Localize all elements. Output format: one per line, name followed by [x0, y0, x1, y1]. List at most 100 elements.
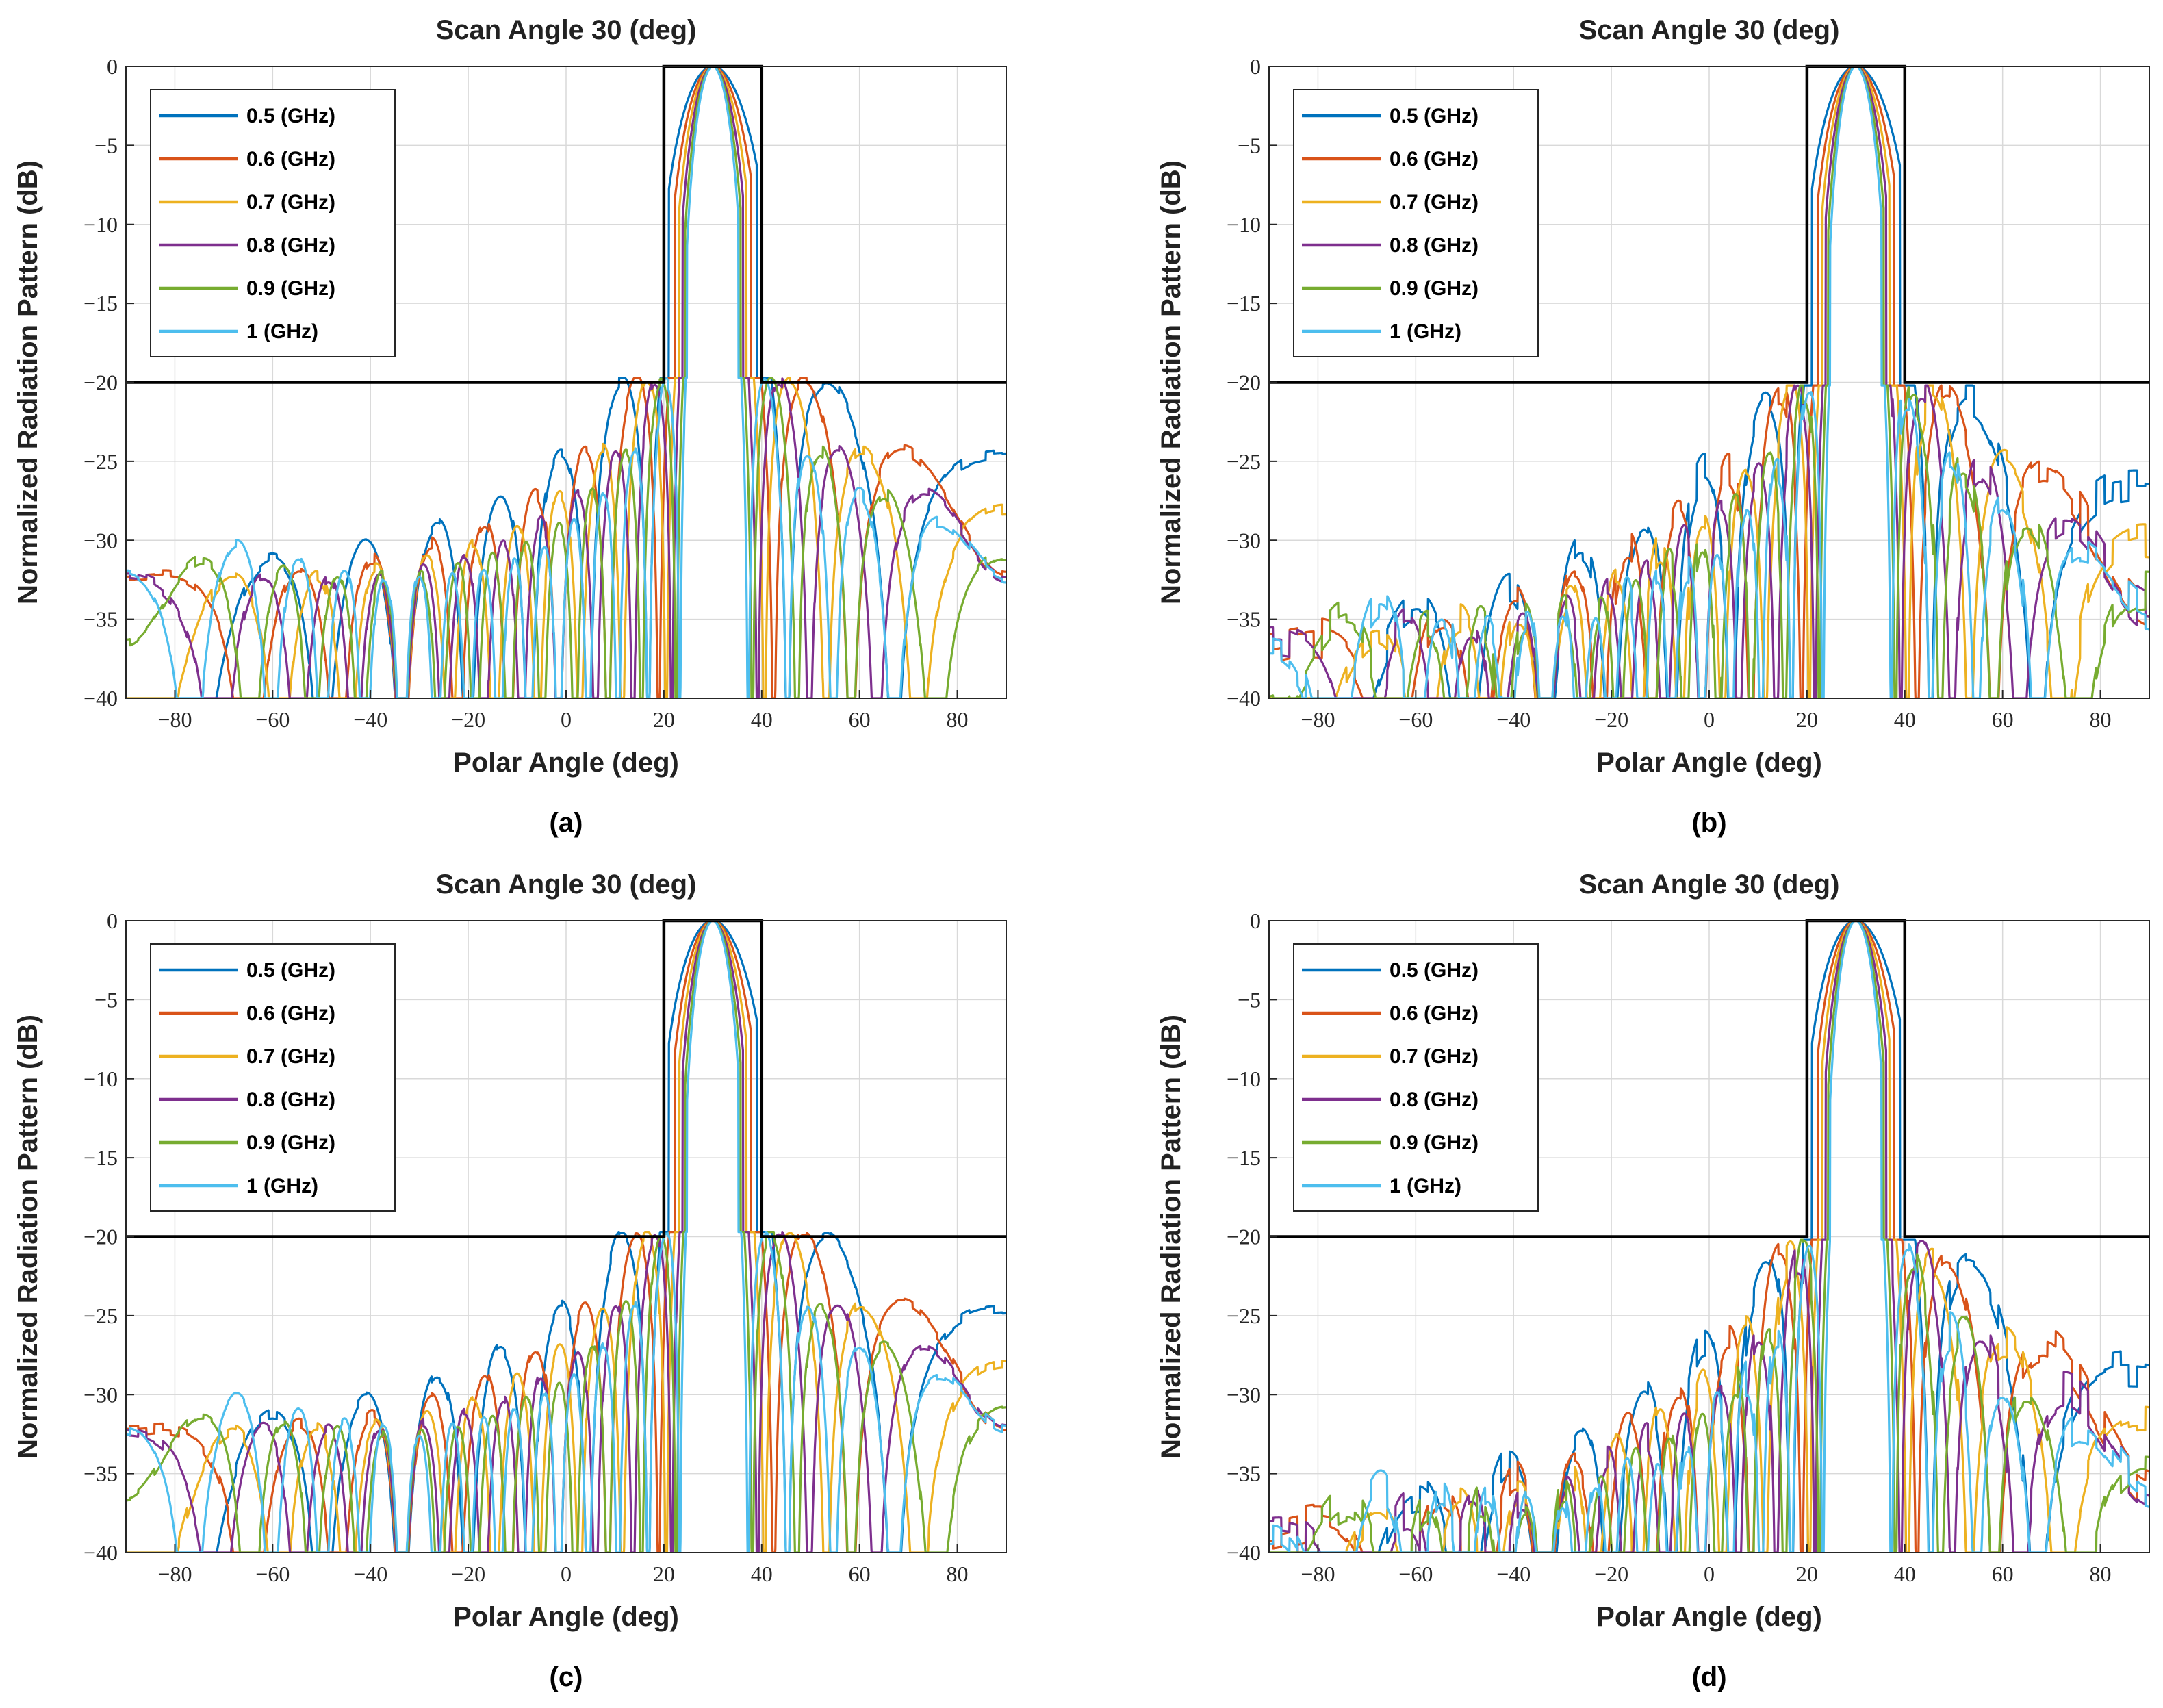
y-tick-label: −20 [84, 1225, 118, 1249]
y-tick-label: −15 [1227, 1145, 1261, 1170]
series-group [126, 65, 1006, 698]
x-tick-label: 0 [1704, 1562, 1715, 1586]
chart-title: Scan Angle 30 (deg) [436, 869, 697, 900]
legend-label: 0.6 (GHz) [1390, 148, 1479, 170]
y-tick-label: −10 [84, 212, 118, 237]
legend-label: 0.7 (GHz) [1390, 1045, 1479, 1068]
x-tick-label: −80 [157, 707, 192, 732]
x-tick-label: 40 [751, 707, 773, 732]
y-tick-label: −25 [1227, 1303, 1261, 1328]
x-tick-label: 20 [1796, 1562, 1818, 1586]
legend-label: 0.8 (GHz) [1390, 1088, 1479, 1111]
panel-caption: (d) [1691, 1662, 1726, 1692]
y-tick-label: −30 [84, 528, 118, 552]
x-tick-label: −60 [1398, 707, 1433, 732]
x-tick-label: 20 [1796, 707, 1818, 732]
x-tick-label: 0 [561, 707, 572, 732]
legend-label: 0.5 (GHz) [246, 959, 335, 982]
x-tick-label: 0 [561, 1562, 572, 1586]
y-tick-label: 0 [107, 54, 118, 79]
x-tick-label: −20 [451, 1562, 485, 1586]
legend-box [150, 89, 396, 357]
x-tick-label: −80 [1301, 1562, 1335, 1586]
y-tick-label: −25 [84, 449, 118, 474]
legend-label: 0.9 (GHz) [246, 277, 335, 300]
series-group [126, 919, 1006, 1553]
x-tick-label: −20 [451, 707, 485, 732]
series-line-0.9-ghz [126, 919, 1006, 1553]
panel-b: Scan Angle 30 (deg) −80 −60 −40 −20 0 20 40 60 80… [1156, 15, 2150, 838]
panel-d: Scan Angle 30 (deg) −80 −60 −40 −20 0 20 40 60 80… [1156, 869, 2150, 1692]
x-tick-label: −40 [353, 1562, 387, 1586]
series-line-1-ghz [1269, 919, 2149, 1553]
y-tick-label: −40 [1227, 686, 1261, 711]
y-tick-label: 0 [1250, 908, 1261, 933]
x-axis-label: Polar Angle (deg) [1596, 1602, 1822, 1632]
y-tick-label: −5 [94, 987, 118, 1012]
y-tick-label: −40 [1227, 1540, 1261, 1565]
x-tick-label: 20 [653, 1562, 675, 1586]
panel-caption: (a) [550, 808, 583, 838]
legend: 0.5 (GHz) 0.6 (GHz) 0.7 (GHz) 0.8 (GHz) 0.9 … [150, 89, 396, 357]
y-tick-label: −40 [84, 1540, 118, 1565]
series-line-0.7-ghz [126, 919, 1006, 1553]
series-line-0.5-ghz [1269, 65, 2149, 698]
x-tick-label: −40 [1496, 707, 1531, 732]
legend-label: 0.7 (GHz) [246, 191, 335, 214]
y-tick-label: −35 [1227, 1462, 1261, 1486]
legend-label: 1 (GHz) [1390, 320, 1461, 343]
legend-box [1293, 943, 1539, 1212]
x-tick-label: 40 [1894, 707, 1916, 732]
x-tick-label: −80 [1301, 707, 1335, 732]
panel-caption: (c) [550, 1662, 583, 1692]
legend-label: 1 (GHz) [246, 320, 318, 343]
legend-label: 0.8 (GHz) [246, 234, 335, 257]
series-line-0.7-ghz [126, 65, 1006, 698]
y-axis-label: Normalized Radiation Pattern (dB) [13, 1015, 43, 1459]
x-tick-label: −40 [1496, 1562, 1531, 1586]
legend-label: 0.8 (GHz) [1390, 234, 1479, 257]
y-tick-label: −20 [1227, 1225, 1261, 1249]
y-tick-label: −10 [84, 1067, 118, 1091]
x-tick-label: 80 [947, 1562, 969, 1586]
legend: 0.5 (GHz) 0.6 (GHz) 0.7 (GHz) 0.8 (GHz) 0.9 … [1293, 943, 1539, 1212]
x-tick-label: −20 [1594, 1562, 1628, 1586]
x-tick-label: 80 [2090, 707, 2112, 732]
y-tick-label: −25 [84, 1303, 118, 1328]
legend-label: 0.6 (GHz) [246, 1002, 335, 1025]
x-tick-label: 60 [1992, 1562, 2014, 1586]
y-tick-label: −20 [84, 370, 118, 395]
legend-label: 1 (GHz) [1390, 1175, 1461, 1197]
y-tick-label: −5 [1238, 133, 1261, 157]
y-tick-label: −20 [1227, 370, 1261, 395]
y-tick-label: −15 [1227, 291, 1261, 316]
y-tick-label: −30 [1227, 1382, 1261, 1407]
x-tick-label: 40 [1894, 1562, 1916, 1586]
chart-title: Scan Angle 30 (deg) [1579, 869, 1840, 900]
y-tick-label: −15 [84, 291, 118, 316]
y-tick-label: 0 [1250, 54, 1261, 79]
series-group [1269, 65, 2149, 698]
x-tick-label: −60 [1398, 1562, 1433, 1586]
series-line-0.9-ghz [126, 65, 1006, 698]
legend-label: 0.6 (GHz) [246, 148, 335, 170]
x-tick-label: −40 [353, 707, 387, 732]
legend-label: 0.8 (GHz) [246, 1088, 335, 1111]
y-tick-label: −35 [84, 607, 118, 632]
panel-caption: (b) [1691, 808, 1726, 838]
y-axis-label: Normalized Radiation Pattern (dB) [1156, 1015, 1186, 1459]
x-tick-label: 60 [849, 1562, 871, 1586]
x-tick-label: −60 [255, 707, 290, 732]
legend-label: 0.9 (GHz) [246, 1132, 335, 1154]
series-line-1-ghz [1269, 65, 2149, 698]
x-tick-label: 0 [1704, 707, 1715, 732]
x-tick-label: −20 [1594, 707, 1628, 732]
legend-label: 0.5 (GHz) [1390, 105, 1479, 127]
series-line-0.5-ghz [126, 65, 1006, 698]
x-tick-label: −80 [157, 1562, 192, 1586]
x-axis-label: Polar Angle (deg) [453, 1602, 679, 1632]
y-tick-label: −10 [1227, 212, 1261, 237]
series-line-1-ghz [126, 919, 1006, 1553]
x-tick-label: 20 [653, 707, 675, 732]
y-tick-label: −30 [1227, 528, 1261, 552]
